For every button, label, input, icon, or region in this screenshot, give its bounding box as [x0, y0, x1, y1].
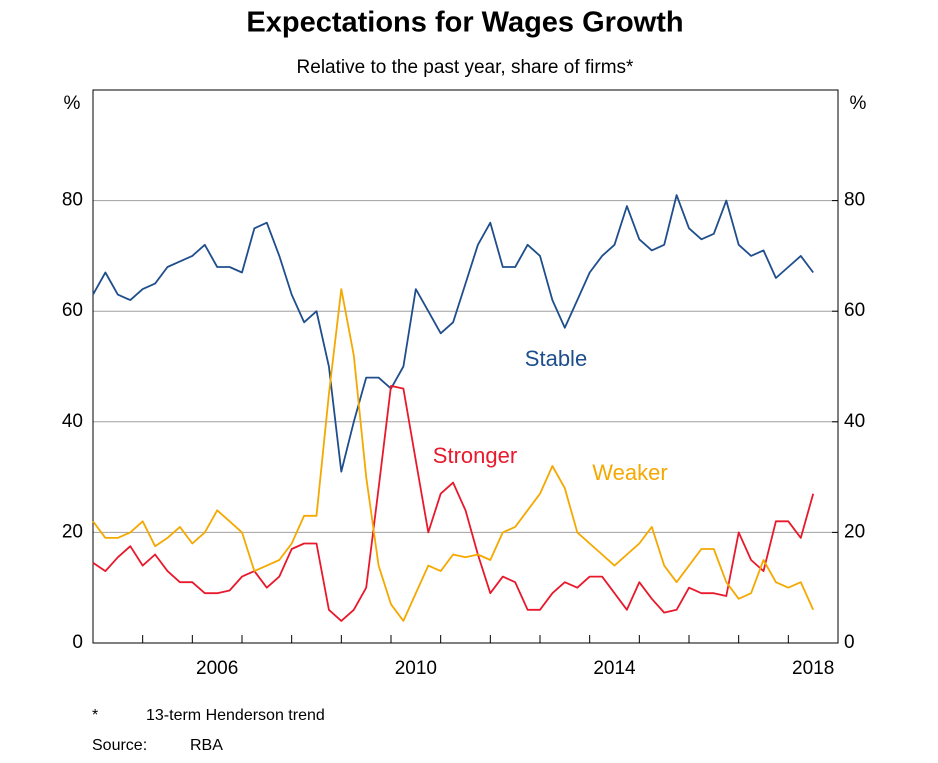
series-label: Stronger — [433, 443, 517, 468]
series-line — [92, 385, 815, 622]
x-tick-label: 2018 — [792, 658, 834, 679]
y2-tick-label: 0 — [844, 632, 855, 653]
source-label: Source: — [92, 737, 147, 754]
source: RBA — [190, 737, 223, 754]
series-label: Stable — [525, 346, 587, 371]
y2-tick-label: 60 — [844, 300, 865, 321]
y-unit: % — [64, 93, 81, 114]
y-tick-label: 60 — [62, 300, 83, 321]
series-line — [92, 194, 814, 473]
x-tick-label: 2006 — [196, 658, 238, 679]
chart-subtitle: Relative to the past year, share of firm… — [297, 57, 634, 78]
y-tick-label: 20 — [62, 521, 83, 542]
y-tick-label: 0 — [72, 632, 83, 653]
x-tick-label: 2014 — [593, 658, 636, 679]
x-tick-label: 2010 — [395, 658, 437, 679]
y2-tick-label: 40 — [844, 411, 865, 432]
series-label: Weaker — [592, 460, 667, 485]
y2-tick-label: 20 — [844, 521, 865, 542]
note-marker: * — [92, 707, 98, 724]
plot-frame — [92, 89, 839, 644]
y-tick-label: 80 — [62, 190, 83, 211]
note-text: 13-term Henderson trend — [146, 707, 325, 724]
y2-unit: % — [850, 93, 867, 114]
y-tick-label: 40 — [62, 411, 83, 432]
series-line — [92, 288, 815, 622]
y2-tick-label: 80 — [844, 190, 865, 211]
chart-title: Expectations for Wages Growth — [246, 7, 683, 39]
